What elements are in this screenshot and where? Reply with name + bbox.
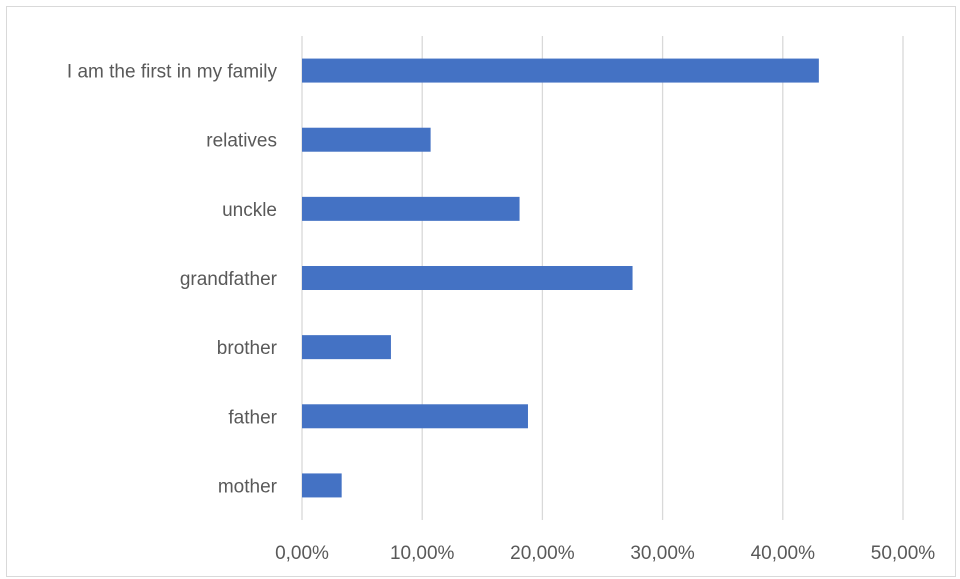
- bar-brother: [302, 335, 391, 360]
- bars: [302, 58, 819, 498]
- category-label: mother: [218, 476, 278, 497]
- category-label: father: [228, 407, 277, 428]
- chart-frame: [6, 6, 956, 577]
- bar-i-am-the-first-in-my-family: [302, 58, 819, 83]
- bar-mother: [302, 473, 342, 498]
- bar-unckle: [302, 196, 520, 221]
- bar-father: [302, 404, 528, 429]
- x-tick-label: 20,00%: [510, 543, 575, 564]
- category-label: brother: [217, 338, 278, 359]
- x-tick-label: 40,00%: [751, 543, 816, 564]
- category-labels: mother father brother grandfather unckle rela…: [67, 62, 278, 498]
- bar-relatives: [302, 127, 431, 152]
- gridlines: [301, 36, 904, 520]
- category-label: grandfather: [180, 269, 278, 290]
- x-tick-label: 10,00%: [390, 543, 455, 564]
- category-label: I am the first in my family: [67, 62, 278, 83]
- x-tick-label: 50,00%: [871, 543, 936, 564]
- category-label: relatives: [206, 131, 277, 152]
- bar-grandfather: [302, 266, 633, 290]
- x-tick-label: 0,00%: [275, 543, 329, 564]
- x-tick-labels: 0,00% 10,00% 20,00% 30,00% 40,00% 50,00%: [275, 543, 935, 564]
- x-tick-label: 30,00%: [630, 543, 695, 564]
- category-label: unckle: [222, 200, 277, 221]
